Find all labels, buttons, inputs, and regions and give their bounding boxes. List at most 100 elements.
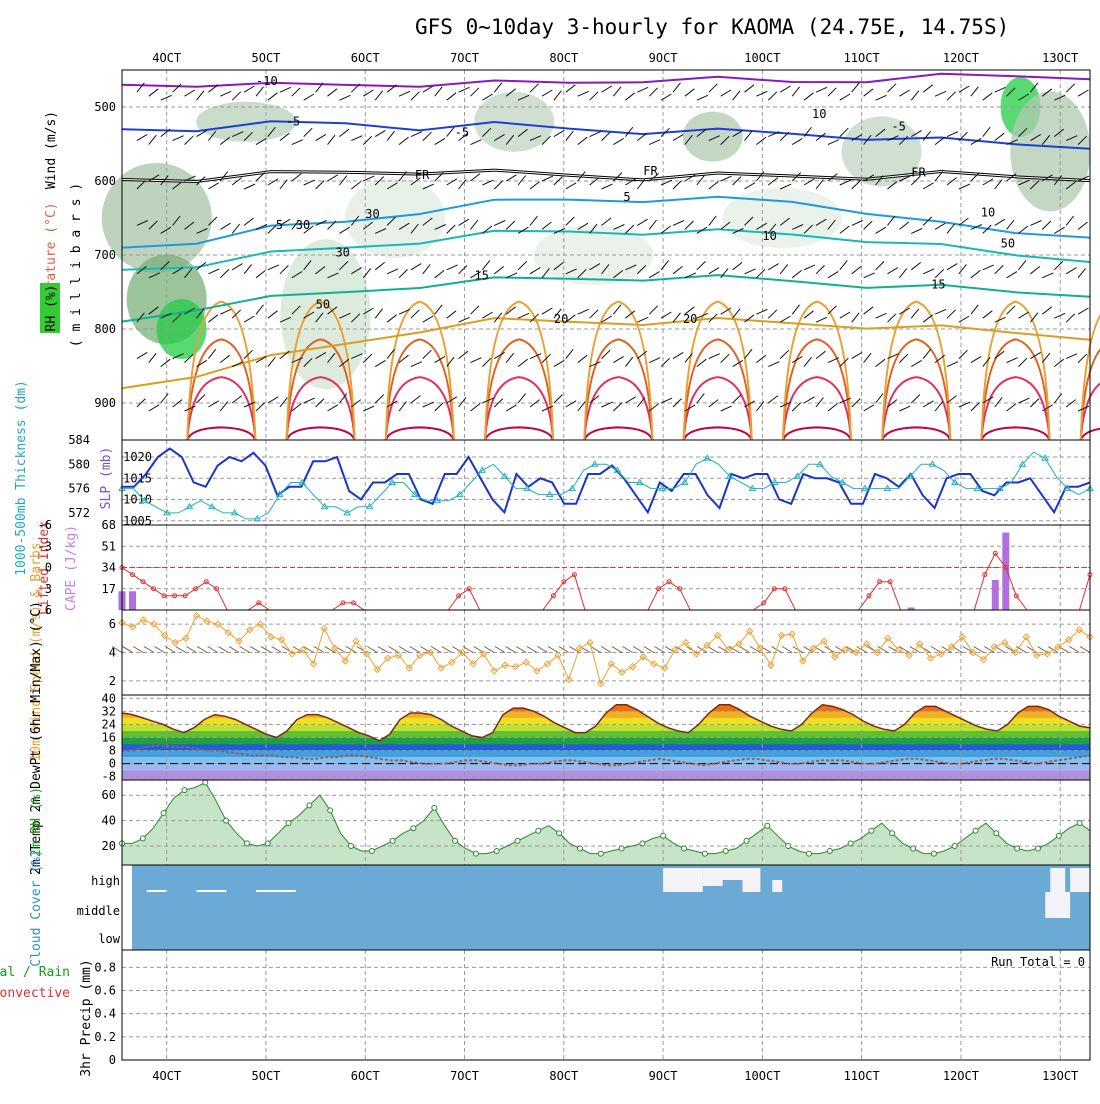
li-marker xyxy=(866,593,872,599)
wind-barb xyxy=(279,397,288,408)
thickness-marker xyxy=(523,484,532,492)
wind10m-marker xyxy=(214,620,222,628)
wind-barb xyxy=(922,314,934,323)
wind-barb xyxy=(339,128,350,137)
wind-barb xyxy=(613,402,623,412)
wind-barb xyxy=(493,82,503,93)
wind-barb xyxy=(672,180,682,190)
time-label-top: 12OCT xyxy=(943,51,979,65)
wind-barb xyxy=(208,348,217,359)
wind10m-marker xyxy=(1054,643,1062,651)
wind10m-marker xyxy=(426,648,435,657)
li-marker xyxy=(466,586,472,592)
wind-barb xyxy=(529,313,539,323)
warm-contour xyxy=(782,300,852,441)
wind-barb xyxy=(255,270,266,279)
wind-barb xyxy=(339,312,351,319)
cloud-block xyxy=(663,868,703,892)
wind-barb xyxy=(362,268,372,279)
wind-barb xyxy=(243,131,253,141)
wind-barb xyxy=(303,93,315,101)
wind-barb xyxy=(791,270,802,279)
wind-barb xyxy=(887,135,899,142)
rh-shading xyxy=(280,239,371,390)
thickness-marker xyxy=(996,484,1004,492)
wind-barb xyxy=(589,263,601,271)
wind-barb xyxy=(613,172,623,182)
wind-barb xyxy=(231,361,244,368)
wind-barb xyxy=(327,174,339,182)
wind-barb xyxy=(422,131,432,141)
wind-barb xyxy=(303,311,315,319)
rh2m-marker xyxy=(452,837,459,844)
wind-barb xyxy=(196,90,205,101)
pressure-time-panel: 500 600 700 800 900 -10 -5 -5 -5 FR FR FR 5 5 10 15 15 20… xyxy=(94,70,1100,441)
wind-barb xyxy=(303,179,315,186)
wind-barb xyxy=(672,220,685,226)
wind-barb xyxy=(887,267,899,275)
wind10m-barb xyxy=(675,646,687,653)
wind-barb xyxy=(184,221,195,230)
wind-barb xyxy=(196,308,205,319)
wind-barb xyxy=(910,90,920,101)
thickness-marker xyxy=(545,490,554,498)
wind-barb xyxy=(458,316,470,323)
wind-barb xyxy=(482,260,491,271)
wind-barb xyxy=(565,348,574,359)
wind-barb xyxy=(779,264,789,275)
wind-barb xyxy=(946,263,958,271)
wind-barb xyxy=(148,88,159,97)
wind-barb xyxy=(708,267,720,275)
wind-barb xyxy=(720,405,732,412)
warm-contour xyxy=(285,338,356,441)
wind10m-marker xyxy=(448,658,456,667)
wind-barb xyxy=(279,265,289,275)
cape-bar xyxy=(129,591,136,611)
precip-tick: 0.8 xyxy=(94,960,116,974)
wind10m-marker xyxy=(416,651,424,660)
wind-barb xyxy=(839,93,851,101)
wind-barb xyxy=(291,139,303,146)
wind-barb xyxy=(172,83,182,93)
precip-tick: 0.2 xyxy=(94,1030,116,1044)
thickness-marker xyxy=(748,484,757,492)
wind-barb xyxy=(458,218,470,226)
li-marker xyxy=(677,586,683,592)
wind-barb xyxy=(517,261,528,271)
wind-barb xyxy=(243,315,255,323)
wind-barb xyxy=(851,398,861,408)
wind-barb xyxy=(482,179,494,186)
wind-barb xyxy=(887,215,896,226)
wind10m-marker xyxy=(277,636,286,644)
wind-barb xyxy=(887,313,897,323)
time-label-bottom: 6OCT xyxy=(351,1069,380,1083)
wind-barb xyxy=(339,226,350,234)
wind-barb xyxy=(1030,266,1041,275)
time-label-bottom: 12OCT xyxy=(943,1069,979,1083)
wind-barb xyxy=(637,86,649,93)
wind10m-barb xyxy=(526,646,538,653)
wind-barb xyxy=(279,86,292,93)
wind-barb xyxy=(672,398,682,408)
wind-barb xyxy=(577,136,588,145)
wind-barb xyxy=(637,316,649,323)
wind10m-barb xyxy=(601,646,612,653)
wind10m-marker xyxy=(671,645,679,654)
rh2m-marker xyxy=(785,843,792,849)
wind-barb xyxy=(422,264,431,275)
time-label-bottom: 7OCT xyxy=(450,1069,479,1083)
wind-barb xyxy=(291,173,302,182)
wind-barb xyxy=(505,306,517,315)
wind-barb xyxy=(363,175,375,182)
wind-barb xyxy=(410,263,422,271)
wind-barb xyxy=(255,355,267,364)
wind10m-barb xyxy=(186,646,197,653)
wind-barb xyxy=(696,312,709,319)
wind-barb xyxy=(565,216,575,226)
wind-barb xyxy=(577,171,586,182)
wind-barb xyxy=(350,313,361,323)
time-label-bottom: 11OCT xyxy=(844,1069,880,1083)
wind10m-barb xyxy=(569,646,580,653)
wind-barb xyxy=(219,171,229,182)
wind-barb xyxy=(863,134,872,145)
